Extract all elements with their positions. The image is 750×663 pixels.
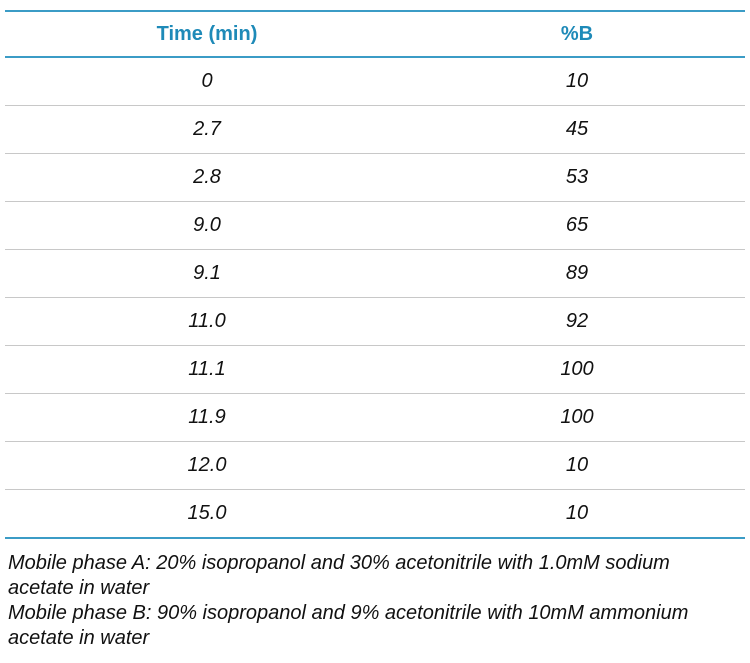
table-row: 2.7 45 bbox=[5, 106, 745, 154]
table-cell: 10 bbox=[565, 502, 589, 524]
notes: Mobile phase A: 20% isopropanol and 30% … bbox=[8, 551, 698, 651]
header-row: Time (min) %B bbox=[5, 11, 745, 57]
table-cell: 45 bbox=[565, 118, 589, 140]
table-row: 9.1 89 bbox=[5, 250, 745, 298]
table-row: 12.0 10 bbox=[5, 442, 745, 490]
table-cell: 92 bbox=[565, 310, 589, 332]
table-row: 11.9 100 bbox=[5, 394, 745, 442]
table-cell: 100 bbox=[560, 358, 594, 380]
table-row: 15.0 10 bbox=[5, 490, 745, 538]
table-row: 2.8 53 bbox=[5, 154, 745, 202]
table-row: 0 10 bbox=[5, 57, 745, 106]
table-cell: 100 bbox=[560, 406, 594, 428]
table-row: 11.0 92 bbox=[5, 298, 745, 346]
table-cell: 11.9 bbox=[188, 406, 226, 428]
header-cell: %B bbox=[560, 22, 594, 45]
table-body: 0 10 2.7 45 2.8 53 9.0 65 9.1 89 11.0 92 11.1 100 11.9… bbox=[5, 57, 745, 538]
table-row: 9.0 65 bbox=[5, 202, 745, 250]
note: Mobile phase B: 90% isopropanol and 9% a… bbox=[8, 602, 689, 649]
table-cell: 2.7 bbox=[193, 118, 221, 140]
note: Mobile phase A: 20% isopropanol and 30% … bbox=[8, 552, 670, 599]
table-cell: 0 bbox=[201, 70, 213, 92]
table-cell: 10 bbox=[565, 454, 589, 476]
table-cell: 9.1 bbox=[193, 262, 221, 284]
table-cell: 65 bbox=[565, 214, 589, 236]
table-cell: 9.0 bbox=[193, 214, 221, 236]
table-cell: 10 bbox=[565, 70, 589, 92]
table-cell: 53 bbox=[565, 166, 589, 188]
table-row: 11.1 100 bbox=[5, 346, 745, 394]
gradient-table: Time (min) %B 0 10 2.7 45 2.8 53 9.0 65 9.1 89 11.… bbox=[5, 10, 745, 539]
table-cell: 2.8 bbox=[193, 166, 221, 188]
header-cell: Time (min) bbox=[156, 22, 258, 45]
table-cell: 11.1 bbox=[188, 358, 226, 380]
table-cell: 89 bbox=[565, 262, 589, 284]
table-cell: 12.0 bbox=[187, 454, 227, 476]
table-cell: 15.0 bbox=[187, 502, 227, 524]
table-cell: 11.0 bbox=[188, 310, 226, 332]
